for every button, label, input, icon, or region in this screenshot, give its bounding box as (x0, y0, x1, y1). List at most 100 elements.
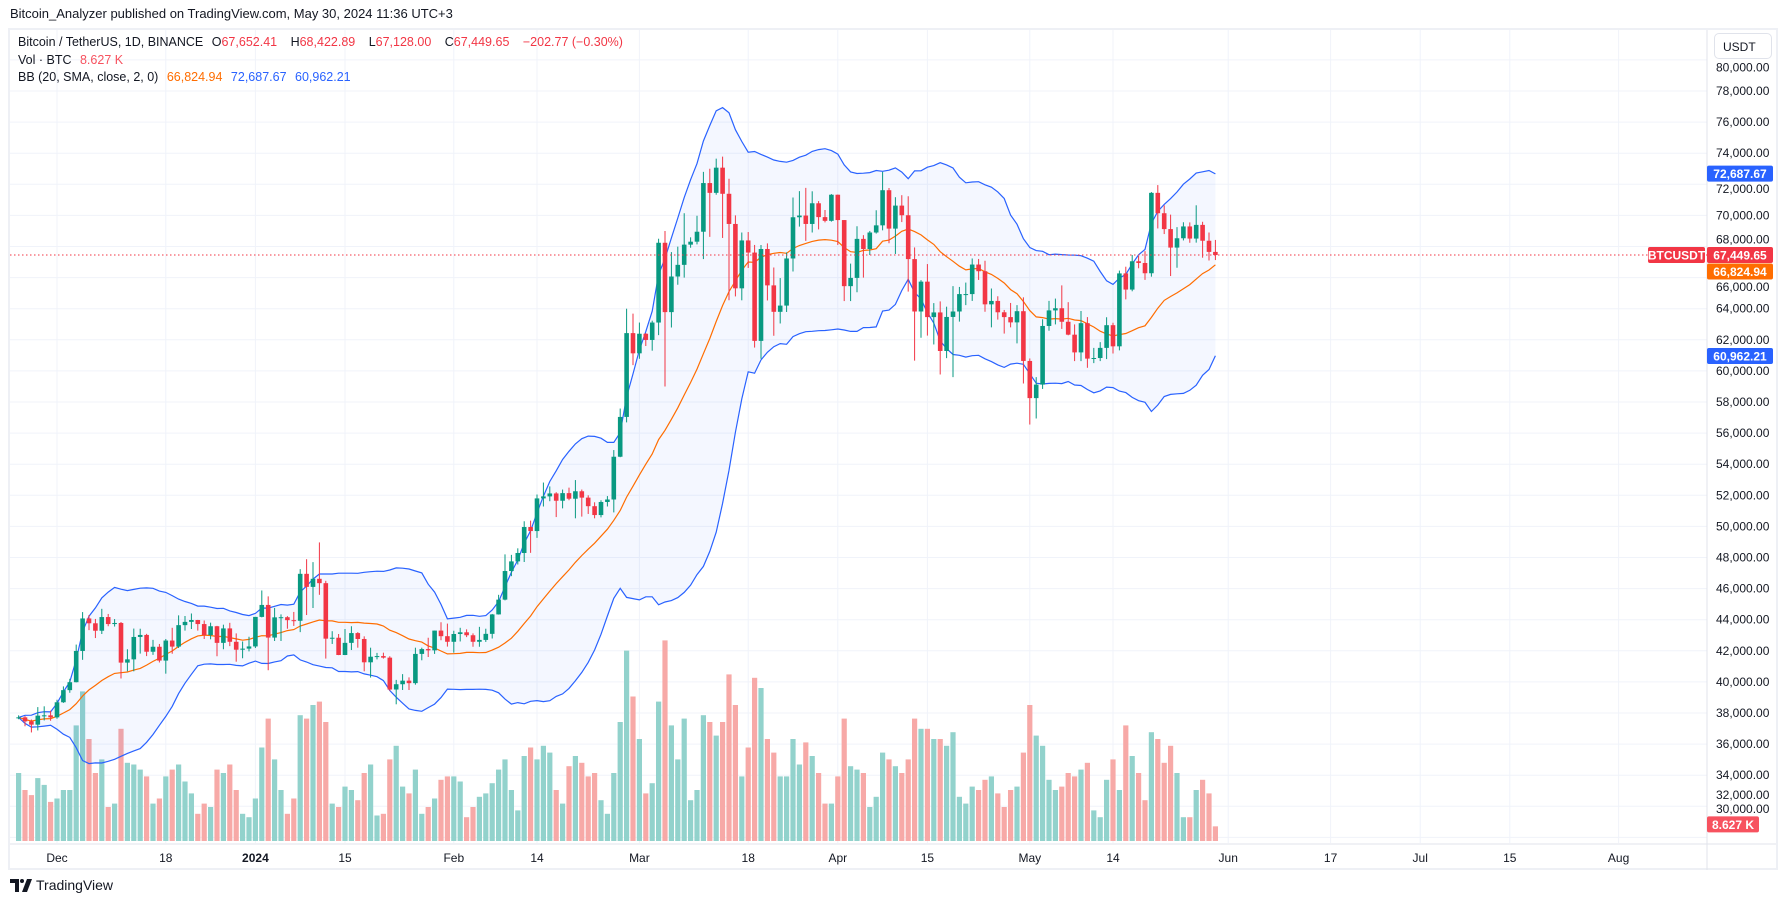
y-tick-label: 72,000.00 (1716, 182, 1770, 196)
candle-body (221, 628, 226, 643)
candle-body (1008, 317, 1013, 323)
candle (221, 624, 226, 650)
candle-body (521, 527, 527, 553)
y-tick-label: 78,000.00 (1716, 84, 1770, 98)
candle-body (566, 493, 572, 499)
x-tick-label: 14 (1106, 851, 1120, 865)
volume-bar (16, 773, 22, 841)
volume-bar (195, 813, 201, 841)
currency-button[interactable]: USDT (1714, 33, 1772, 59)
candle-body (886, 190, 892, 229)
candle-body (765, 248, 770, 286)
x-tick-label: Jun (1219, 851, 1238, 865)
y-tick-label: 34,000.00 (1716, 768, 1770, 782)
candle-body (1027, 360, 1033, 399)
candle-body (342, 642, 348, 655)
candle-body (105, 617, 111, 625)
volume-bar (899, 773, 905, 841)
x-tick-label: 2024 (242, 851, 269, 865)
candle-body (157, 646, 162, 661)
volume-bar (579, 762, 585, 841)
candle-body (169, 640, 175, 647)
candle (1155, 185, 1161, 229)
candle-body (163, 640, 169, 661)
candle-body (534, 498, 540, 532)
y-tick-label: 50,000.00 (1716, 519, 1770, 533)
candle (1097, 342, 1103, 362)
volume-bar (35, 778, 41, 841)
candle-body (336, 637, 341, 655)
candle (809, 191, 815, 233)
candle-body (496, 599, 501, 615)
volume-bar (156, 798, 162, 841)
candle (880, 171, 885, 231)
volume-bar (60, 790, 66, 841)
candle-body (118, 622, 124, 663)
volume-bar (956, 796, 962, 841)
candle (1149, 192, 1154, 277)
volume-bar (348, 790, 354, 841)
bb-upper-price-tag-box (1707, 165, 1773, 182)
candle-body (809, 203, 815, 224)
candle-body (1136, 261, 1141, 263)
candle-body (899, 205, 905, 216)
candle-body (509, 561, 514, 572)
candle (1181, 222, 1186, 241)
candle-body (233, 641, 239, 650)
candle-body (201, 624, 207, 636)
x-tick-label: Apr (828, 851, 847, 865)
candle-body (144, 634, 149, 652)
volume-bar (137, 769, 143, 841)
candle (630, 313, 636, 366)
candle-body (304, 573, 309, 587)
y-tick-label: 74,000.00 (1716, 146, 1770, 160)
candle-body (368, 656, 373, 663)
candle (656, 238, 661, 336)
candle-body (464, 632, 469, 636)
bb-label[interactable]: BB (20, SMA, close, 2, 0) (18, 70, 159, 84)
volume-bar (726, 674, 732, 841)
candle (201, 620, 207, 639)
candle-body (432, 630, 437, 651)
chart-frame (8, 28, 1778, 870)
candle-body (893, 205, 898, 229)
candle-body (240, 648, 245, 650)
candle (381, 652, 386, 659)
volume-bar (656, 701, 662, 841)
volume-bar (521, 756, 527, 841)
candle (176, 615, 181, 649)
volume-bar (1078, 769, 1084, 841)
candle (259, 590, 265, 618)
candle (419, 647, 425, 661)
candle (1072, 324, 1077, 362)
symbol-title[interactable]: Bitcoin / TetherUS, 1D, BINANCE (18, 35, 204, 49)
candle (989, 288, 994, 328)
candle (611, 450, 617, 513)
volume-bar (963, 803, 969, 841)
volume-bar (112, 803, 118, 841)
x-tick-label: Aug (1608, 851, 1629, 865)
candle (521, 521, 527, 563)
volume-bar (80, 691, 86, 841)
volume-bar (1155, 739, 1161, 841)
candle (368, 647, 373, 678)
y-tick-label: 54,000.00 (1716, 457, 1770, 471)
candle (336, 634, 341, 656)
volume-bar (540, 745, 546, 841)
candle-body (726, 193, 732, 224)
candle-body (470, 635, 476, 642)
candle-body (688, 241, 693, 245)
candle-body (214, 626, 220, 643)
volume-bar (1212, 826, 1218, 841)
x-tick-label: 15 (338, 851, 352, 865)
candle (995, 296, 1001, 320)
candle (1008, 302, 1013, 328)
candle (1040, 319, 1045, 389)
volume-label[interactable]: Vol · BTC (18, 53, 72, 67)
candle-body (1072, 334, 1077, 353)
candle-body (592, 506, 597, 516)
candle (329, 631, 335, 644)
tradingview-logo[interactable]: TradingView (10, 877, 113, 893)
volume-bar (873, 796, 879, 841)
